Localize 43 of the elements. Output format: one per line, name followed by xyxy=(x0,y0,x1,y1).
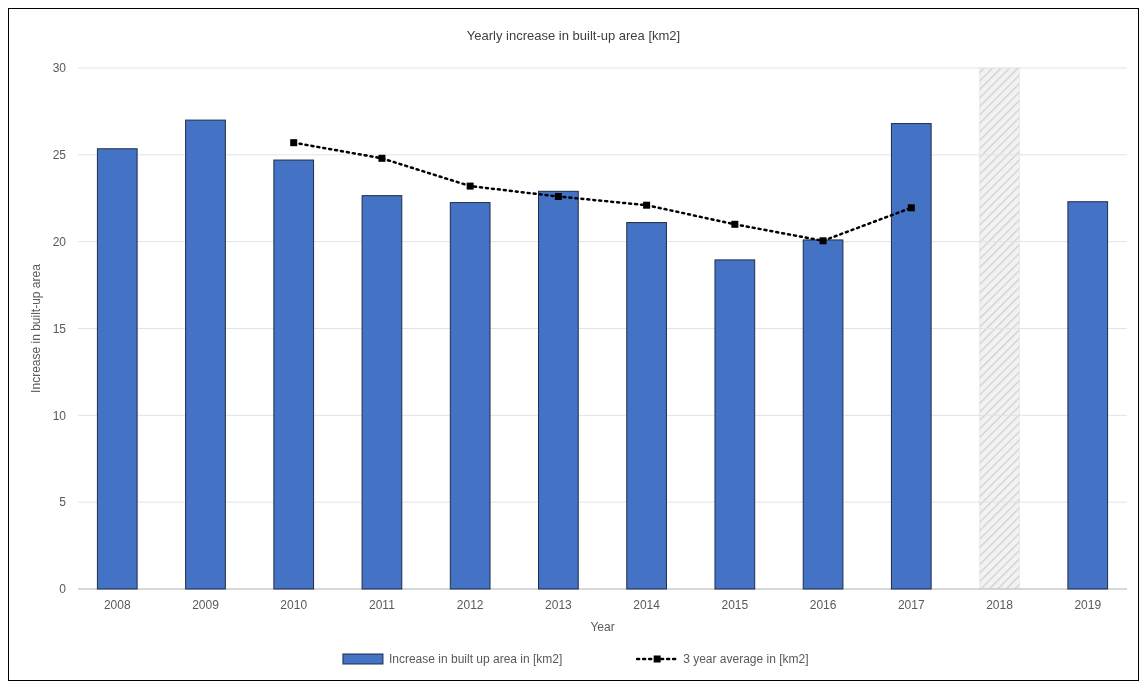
y-tick-label: 15 xyxy=(52,321,67,336)
bar xyxy=(714,259,756,590)
x-tick-label: 2012 xyxy=(456,598,484,612)
x-tick-label: 2017 xyxy=(897,598,925,612)
bar xyxy=(802,239,844,590)
y-tick-label: 10 xyxy=(52,408,67,423)
x-tick-label: 2010 xyxy=(280,598,308,612)
x-tick-label: 2011 xyxy=(369,598,396,612)
point xyxy=(907,204,915,212)
y-tick-label: 25 xyxy=(52,148,67,163)
y-tick-label: 5 xyxy=(59,495,67,510)
legend-label: Increase in built up area in [km2] xyxy=(388,652,563,667)
x-tick-label: 2015 xyxy=(721,598,749,612)
y-axis-title: Increase in built-up area xyxy=(29,263,43,393)
x-tick-label: 2016 xyxy=(809,598,837,612)
bar xyxy=(626,222,667,590)
point xyxy=(378,154,386,162)
point xyxy=(643,201,651,209)
bar xyxy=(1067,201,1109,590)
x-tick-label: 2019 xyxy=(1074,598,1102,612)
bar xyxy=(273,159,315,590)
y-tick-label: 30 xyxy=(52,61,67,76)
bar xyxy=(449,202,491,590)
x-tick-label: 2014 xyxy=(633,598,661,612)
x-tick-label: 2009 xyxy=(192,598,220,612)
bar xyxy=(890,123,932,590)
point xyxy=(554,193,562,201)
x-axis-title: Year xyxy=(590,620,615,634)
bar xyxy=(538,190,579,590)
y-tick-label: 20 xyxy=(52,234,67,249)
chart-title: Yearly increase in built-up area [km2] xyxy=(466,28,681,43)
bar xyxy=(185,119,226,590)
point xyxy=(466,182,474,190)
x-tick-label: 2018 xyxy=(986,598,1014,612)
point xyxy=(731,220,739,228)
bar xyxy=(361,195,403,590)
legend-label: 3 year average in [km2] xyxy=(683,652,809,667)
x-tick-label: 2013 xyxy=(545,598,573,612)
point xyxy=(290,139,298,147)
point xyxy=(819,237,827,245)
y-tick-label: 0 xyxy=(59,582,67,597)
x-tick-label: 2008 xyxy=(103,598,131,612)
bar xyxy=(96,148,138,590)
